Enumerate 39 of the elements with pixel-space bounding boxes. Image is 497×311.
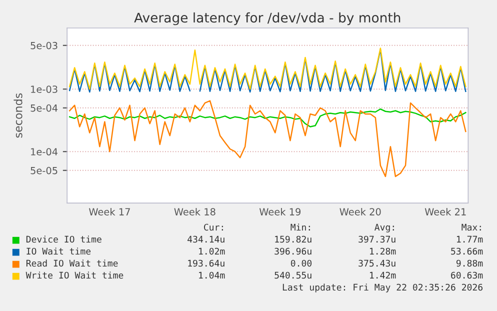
text: 434.14u (188, 236, 224, 243)
text: 397.37u (358, 236, 396, 243)
chart-title: Average latency for /dev/vda - by month (134, 12, 400, 26)
text: 1.04m (199, 272, 225, 279)
y-tick-label: 1e-04 (31, 148, 58, 156)
x-tick-label: Week 19 (259, 208, 301, 216)
text: Avg: (374, 224, 394, 232)
y-tick-label: 5e-03 (30, 42, 58, 50)
line-series (68, 100, 466, 178)
x-tick-label: Week 18 (174, 208, 216, 216)
text: Cur: (204, 224, 223, 231)
text: 540.55u (274, 272, 312, 279)
legend-label: IO Wait time (26, 248, 91, 255)
y-tick-label: 5e-05 (30, 166, 58, 174)
y-tick-label: 5e-04 (30, 104, 58, 112)
legend-label: Read IO Wait time (26, 260, 118, 267)
text: 193.64u (188, 260, 224, 267)
text: 0.00 (290, 260, 312, 267)
text: 375.43u (358, 260, 396, 267)
x-tick-label: Week 21 (424, 208, 466, 216)
legend-label: Device IO time (26, 236, 102, 243)
text: 1.77m (456, 236, 483, 243)
y-axis-title: seconds (14, 93, 22, 138)
text: 53.66m (451, 248, 483, 255)
text: 1.42m (370, 272, 396, 279)
y-tick-label: 1e-03 (31, 86, 58, 93)
text: 1.02m (199, 248, 225, 255)
text: 60.63m (451, 272, 483, 279)
x-tick-label: Week 17 (88, 208, 130, 216)
line-series (68, 108, 466, 128)
x-tick-label: Week 20 (340, 208, 381, 216)
text: Min: (290, 224, 310, 231)
text: 1.28m (370, 248, 396, 255)
text: Max: (462, 224, 481, 231)
text: Last update: Fri May 22 02:35:26 2026 (282, 284, 483, 292)
text: 396.96u (274, 248, 312, 255)
text: 159.82u (275, 236, 312, 243)
legend-label: Write IO Wait time (26, 272, 124, 279)
text: 9.88m (456, 260, 483, 267)
